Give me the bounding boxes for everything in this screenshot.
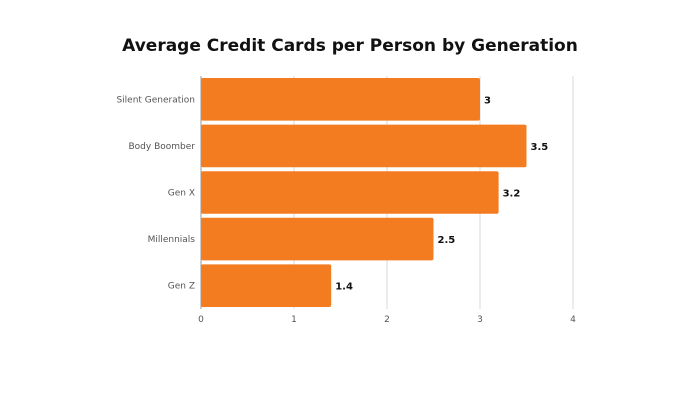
x-tick-label: 4 (570, 315, 576, 325)
category-label: Gen Z (168, 282, 195, 292)
data-label: 3 (484, 95, 491, 106)
bar-body-boomber (201, 124, 527, 168)
data-label: 3.2 (503, 189, 521, 200)
x-tick-label: 3 (477, 315, 483, 325)
x-tick-label: 2 (384, 315, 390, 325)
labels: 0 1 2 3 4 Silent Generation 3 Body Boomber 3.5 Ge… (116, 95, 576, 325)
bar-silent-generation (201, 78, 480, 121)
category-label: Silent Generation (116, 95, 195, 105)
bar-millennials (201, 217, 434, 261)
bars (201, 78, 527, 307)
category-label: Millennials (148, 235, 196, 245)
data-label: 3.5 (531, 142, 549, 153)
data-label: 1.4 (335, 282, 353, 293)
x-tick-label: 1 (291, 315, 297, 325)
bar-gen-x (201, 171, 499, 214)
chart-title: Average Credit Cards per Person by Gener… (122, 36, 578, 56)
category-label: Body Boomber (129, 142, 196, 152)
x-tick-label: 0 (198, 315, 204, 325)
bar-gen-z (201, 264, 332, 307)
category-label: Gen X (168, 189, 195, 199)
data-label: 2.5 (438, 235, 456, 246)
